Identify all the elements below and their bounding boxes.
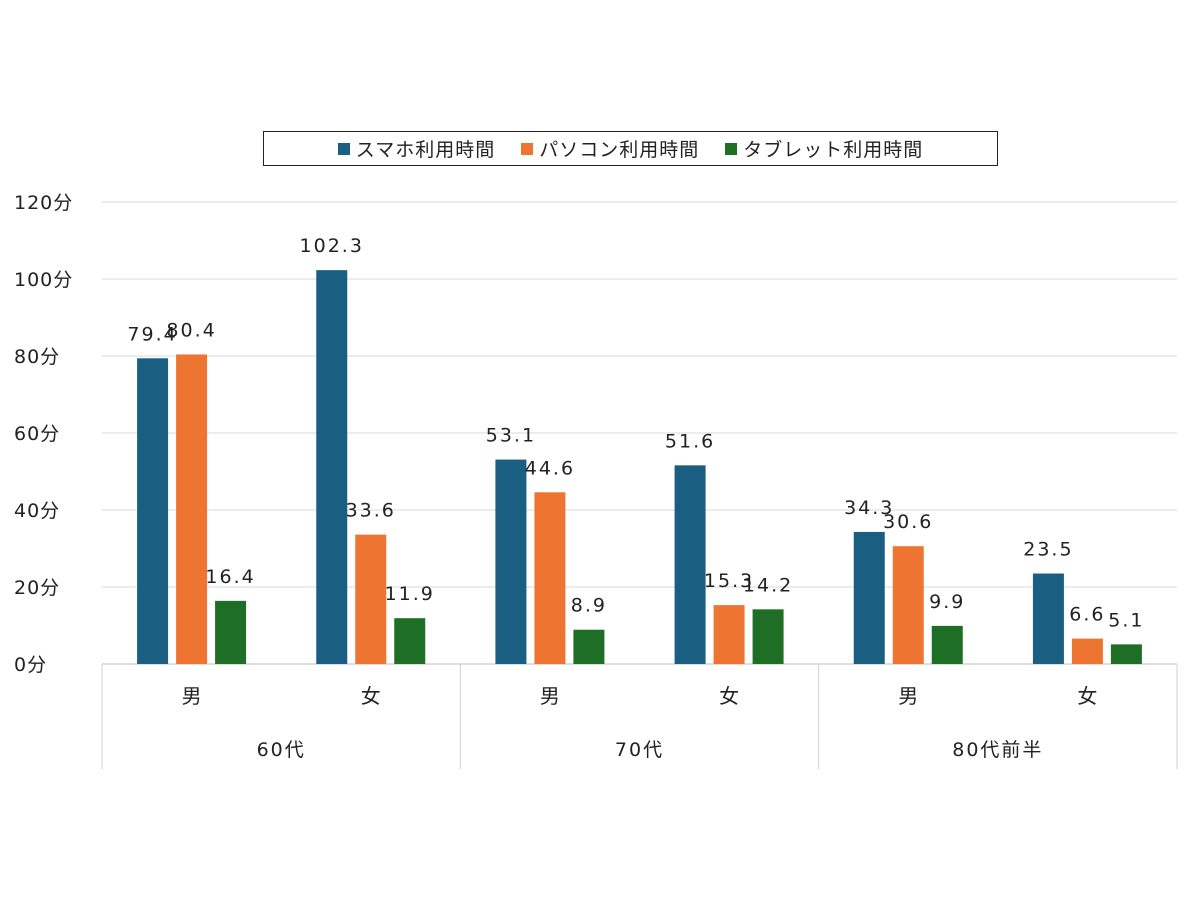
bars xyxy=(137,270,1142,664)
data-label-0-3: 51.6 xyxy=(665,430,715,452)
data-label-1-2: 44.6 xyxy=(525,457,575,479)
data-label-2-3: 14.2 xyxy=(743,574,793,596)
data-label-1-3: 15.3 xyxy=(704,570,754,592)
x-tick-label-3: 女 xyxy=(719,684,739,708)
x-tick-label-4: 男 xyxy=(898,684,918,708)
x-group-label-0: 60代 xyxy=(257,739,306,761)
data-label-1-5: 6.6 xyxy=(1069,604,1105,626)
data-label-1-1: 33.6 xyxy=(346,500,396,522)
data-labels: 79.480.4 16.4 102.3 33.6 11.9 53.1 44.6 8.9 51.6… xyxy=(127,235,1144,631)
data-label-0-4: 34.3 xyxy=(844,497,894,519)
legend-swatch-pc xyxy=(521,142,534,155)
x-group-label-2: 80代前半 xyxy=(952,739,1043,761)
y-tick-label-100: 100分 xyxy=(14,269,73,291)
bar-2-4 xyxy=(931,625,963,664)
x-tick-label-2: 男 xyxy=(540,684,560,708)
data-label-2-2: 8.9 xyxy=(571,595,607,617)
bar-0-5 xyxy=(1032,573,1064,664)
bar-0-1 xyxy=(316,270,348,664)
legend-item-smartphone: スマホ利用時間 xyxy=(337,135,496,162)
y-tick-label-60: 60分 xyxy=(14,423,60,445)
data-label-2-5: 5.1 xyxy=(1108,609,1144,631)
data-label-2-1: 11.9 xyxy=(385,583,435,605)
bar-0-2 xyxy=(495,459,527,664)
x-tick-label-0: 男 xyxy=(182,684,202,708)
legend-item-pc: パソコン利用時間 xyxy=(521,135,699,162)
bar-0-0 xyxy=(137,358,169,664)
gridlines xyxy=(102,201,1177,665)
data-label-0-2: 53.1 xyxy=(486,425,536,447)
legend-label-tablet: タブレット利用時間 xyxy=(743,139,924,161)
bar-2-0 xyxy=(215,600,247,664)
bar-1-2 xyxy=(534,492,566,664)
bar-2-5 xyxy=(1110,644,1142,664)
y-axis-ticks: 0分 20分 40分 60分 80分 100分 120分 xyxy=(14,192,73,676)
bar-2-1 xyxy=(394,618,426,664)
legend-swatch-smartphone xyxy=(337,142,350,155)
data-label-0-0: 79.4 xyxy=(127,323,177,345)
y-tick-label-0: 0分 xyxy=(14,654,47,676)
y-tick-label-40: 40分 xyxy=(14,500,60,522)
legend-label-smartphone: スマホ利用時間 xyxy=(355,139,496,161)
bar-2-3 xyxy=(752,609,784,664)
bar-0-4 xyxy=(853,531,885,664)
y-tick-label-20: 20分 xyxy=(14,577,60,599)
legend-item-tablet: タブレット利用時間 xyxy=(725,135,923,162)
data-label-0-1: 102.3 xyxy=(300,235,364,257)
chart-legend: スマホ利用時間 パソコン利用時間 タブレット利用時間 xyxy=(263,131,998,166)
bar-1-4 xyxy=(892,546,924,664)
x-tick-label-5: 女 xyxy=(1077,684,1097,708)
x-tick-label-1: 女 xyxy=(361,684,381,708)
legend-swatch-tablet xyxy=(725,142,738,155)
x-group-label-1: 70代 xyxy=(615,739,664,761)
bar-0-3 xyxy=(674,465,706,664)
data-label-2-4: 9.9 xyxy=(929,591,965,613)
data-label-2-0: 16.4 xyxy=(205,566,255,588)
data-label-1-0: 80.4 xyxy=(166,319,216,341)
y-tick-label-120: 120分 xyxy=(14,192,73,214)
data-label-0-5: 23.5 xyxy=(1023,539,1073,561)
bar-1-0 xyxy=(176,354,208,664)
y-tick-label-80: 80分 xyxy=(14,346,60,368)
bar-1-5 xyxy=(1071,638,1103,664)
legend-label-pc: パソコン利用時間 xyxy=(539,139,700,161)
bar-1-1 xyxy=(355,534,387,664)
bar-2-2 xyxy=(573,629,605,664)
bar-1-3 xyxy=(713,605,745,664)
data-label-1-4: 30.6 xyxy=(883,511,933,533)
x-axis: 60代 70代 80代前半 男 女 男 女 男 女 xyxy=(101,664,1178,769)
